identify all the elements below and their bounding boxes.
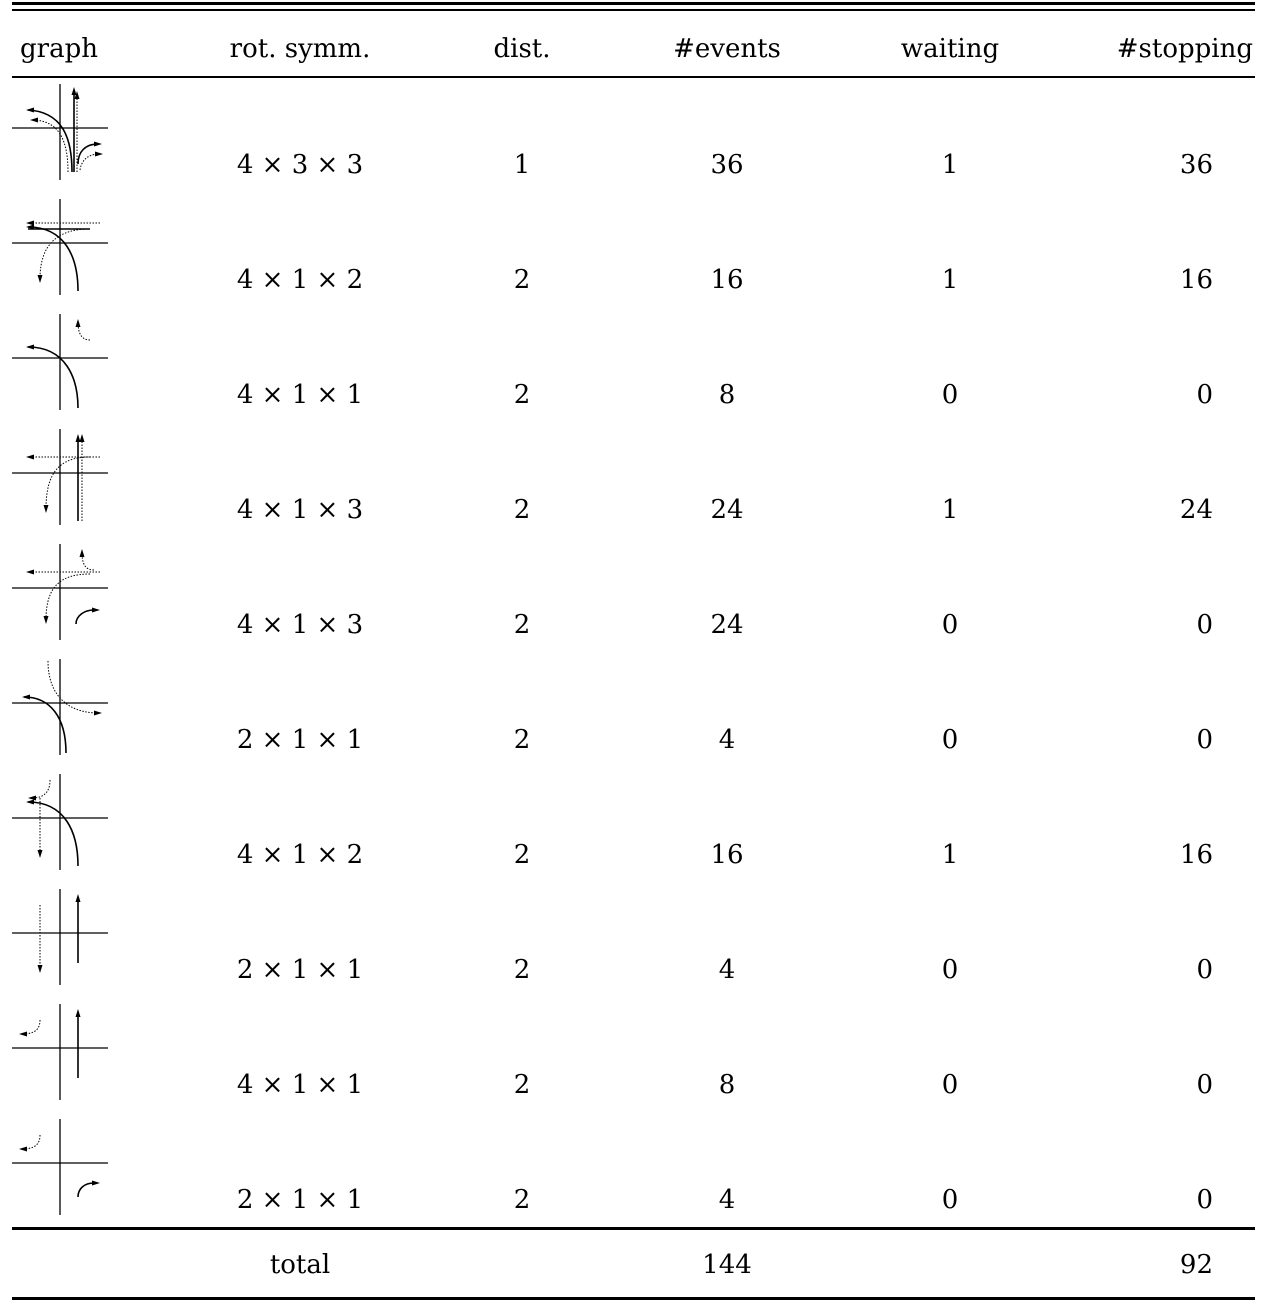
cell-stopping: 0 <box>1196 1070 1213 1100</box>
cell-waiting: 0 <box>941 1070 959 1100</box>
cell-dist: 2 <box>513 495 531 525</box>
cell-dist: 2 <box>513 265 531 295</box>
cell-waiting: 0 <box>941 1185 959 1215</box>
cell-stopping: 0 <box>1196 1185 1213 1215</box>
cell-rot-symm: 4 × 1 × 1 <box>236 1070 364 1100</box>
intersection-diagram-5-icon <box>10 542 110 642</box>
cell-waiting: 1 <box>941 495 959 525</box>
cell-dist: 1 <box>513 150 531 180</box>
header-waiting: waiting <box>900 34 1000 64</box>
cell-waiting: 1 <box>941 840 959 870</box>
cell-events: 8 <box>718 1070 736 1100</box>
cell-rot-symm: 2 × 1 × 1 <box>236 955 364 985</box>
cell-rot-symm: 4 × 3 × 3 <box>236 150 364 180</box>
total-label: total <box>269 1250 331 1280</box>
cell-stopping: 16 <box>1179 265 1213 295</box>
cell-dist: 2 <box>513 955 531 985</box>
intersection-diagram-8-icon <box>10 887 110 987</box>
cell-stopping: 0 <box>1196 610 1213 640</box>
top-rule <box>12 2 1255 5</box>
body-bottom-rule <box>12 1227 1255 1230</box>
cell-rot-symm: 4 × 1 × 2 <box>236 840 364 870</box>
header-graph: graph <box>20 34 98 64</box>
cell-waiting: 1 <box>941 265 959 295</box>
intersection-diagram-10-icon <box>10 1117 110 1217</box>
intersection-diagram-7-icon <box>10 772 110 872</box>
cell-dist: 2 <box>513 725 531 755</box>
intersection-diagram-3-icon <box>10 312 110 412</box>
cell-waiting: 0 <box>941 380 959 410</box>
cell-stopping: 0 <box>1196 955 1213 985</box>
cell-dist: 2 <box>513 1070 531 1100</box>
cell-events: 24 <box>710 495 744 525</box>
total-events: 144 <box>702 1250 752 1280</box>
cell-events: 4 <box>718 725 736 755</box>
cell-events: 4 <box>718 1185 736 1215</box>
cell-events: 16 <box>710 265 744 295</box>
cell-dist: 2 <box>513 840 531 870</box>
intersection-diagram-6-icon <box>10 657 110 757</box>
bottom-rule <box>12 1297 1255 1300</box>
top-rule-2 <box>12 9 1255 11</box>
cell-dist: 2 <box>513 380 531 410</box>
total-stopping: 92 <box>1179 1250 1213 1280</box>
cell-waiting: 0 <box>941 955 959 985</box>
cell-events: 36 <box>710 150 744 180</box>
cell-events: 4 <box>718 955 736 985</box>
intersection-diagram-9-icon <box>10 1002 110 1102</box>
cell-stopping: 0 <box>1196 380 1213 410</box>
cell-events: 16 <box>710 840 744 870</box>
cell-events: 8 <box>718 380 736 410</box>
cell-rot-symm: 2 × 1 × 1 <box>236 725 364 755</box>
header-stopping: #stopping <box>1116 34 1253 64</box>
cell-events: 24 <box>710 610 744 640</box>
cell-waiting: 1 <box>941 150 959 180</box>
cell-rot-symm: 2 × 1 × 1 <box>236 1185 364 1215</box>
cell-stopping: 36 <box>1179 150 1213 180</box>
intersection-diagram-1-icon <box>10 82 110 182</box>
cell-dist: 2 <box>513 610 531 640</box>
header-rot-symm: rot. symm. <box>229 34 371 64</box>
header-rule <box>12 76 1255 78</box>
header-dist: dist. <box>493 34 551 64</box>
cell-rot-symm: 4 × 1 × 3 <box>236 495 364 525</box>
cell-stopping: 0 <box>1196 725 1213 755</box>
intersection-diagram-4-icon <box>10 427 110 527</box>
intersection-diagram-2-icon <box>10 197 110 297</box>
cell-stopping: 16 <box>1179 840 1213 870</box>
cell-rot-symm: 4 × 1 × 2 <box>236 265 364 295</box>
cell-waiting: 0 <box>941 610 959 640</box>
cell-rot-symm: 4 × 1 × 1 <box>236 380 364 410</box>
header-events: #events <box>673 34 781 64</box>
cell-dist: 2 <box>513 1185 531 1215</box>
cell-waiting: 0 <box>941 725 959 755</box>
cell-stopping: 24 <box>1179 495 1213 525</box>
cell-rot-symm: 4 × 1 × 3 <box>236 610 364 640</box>
